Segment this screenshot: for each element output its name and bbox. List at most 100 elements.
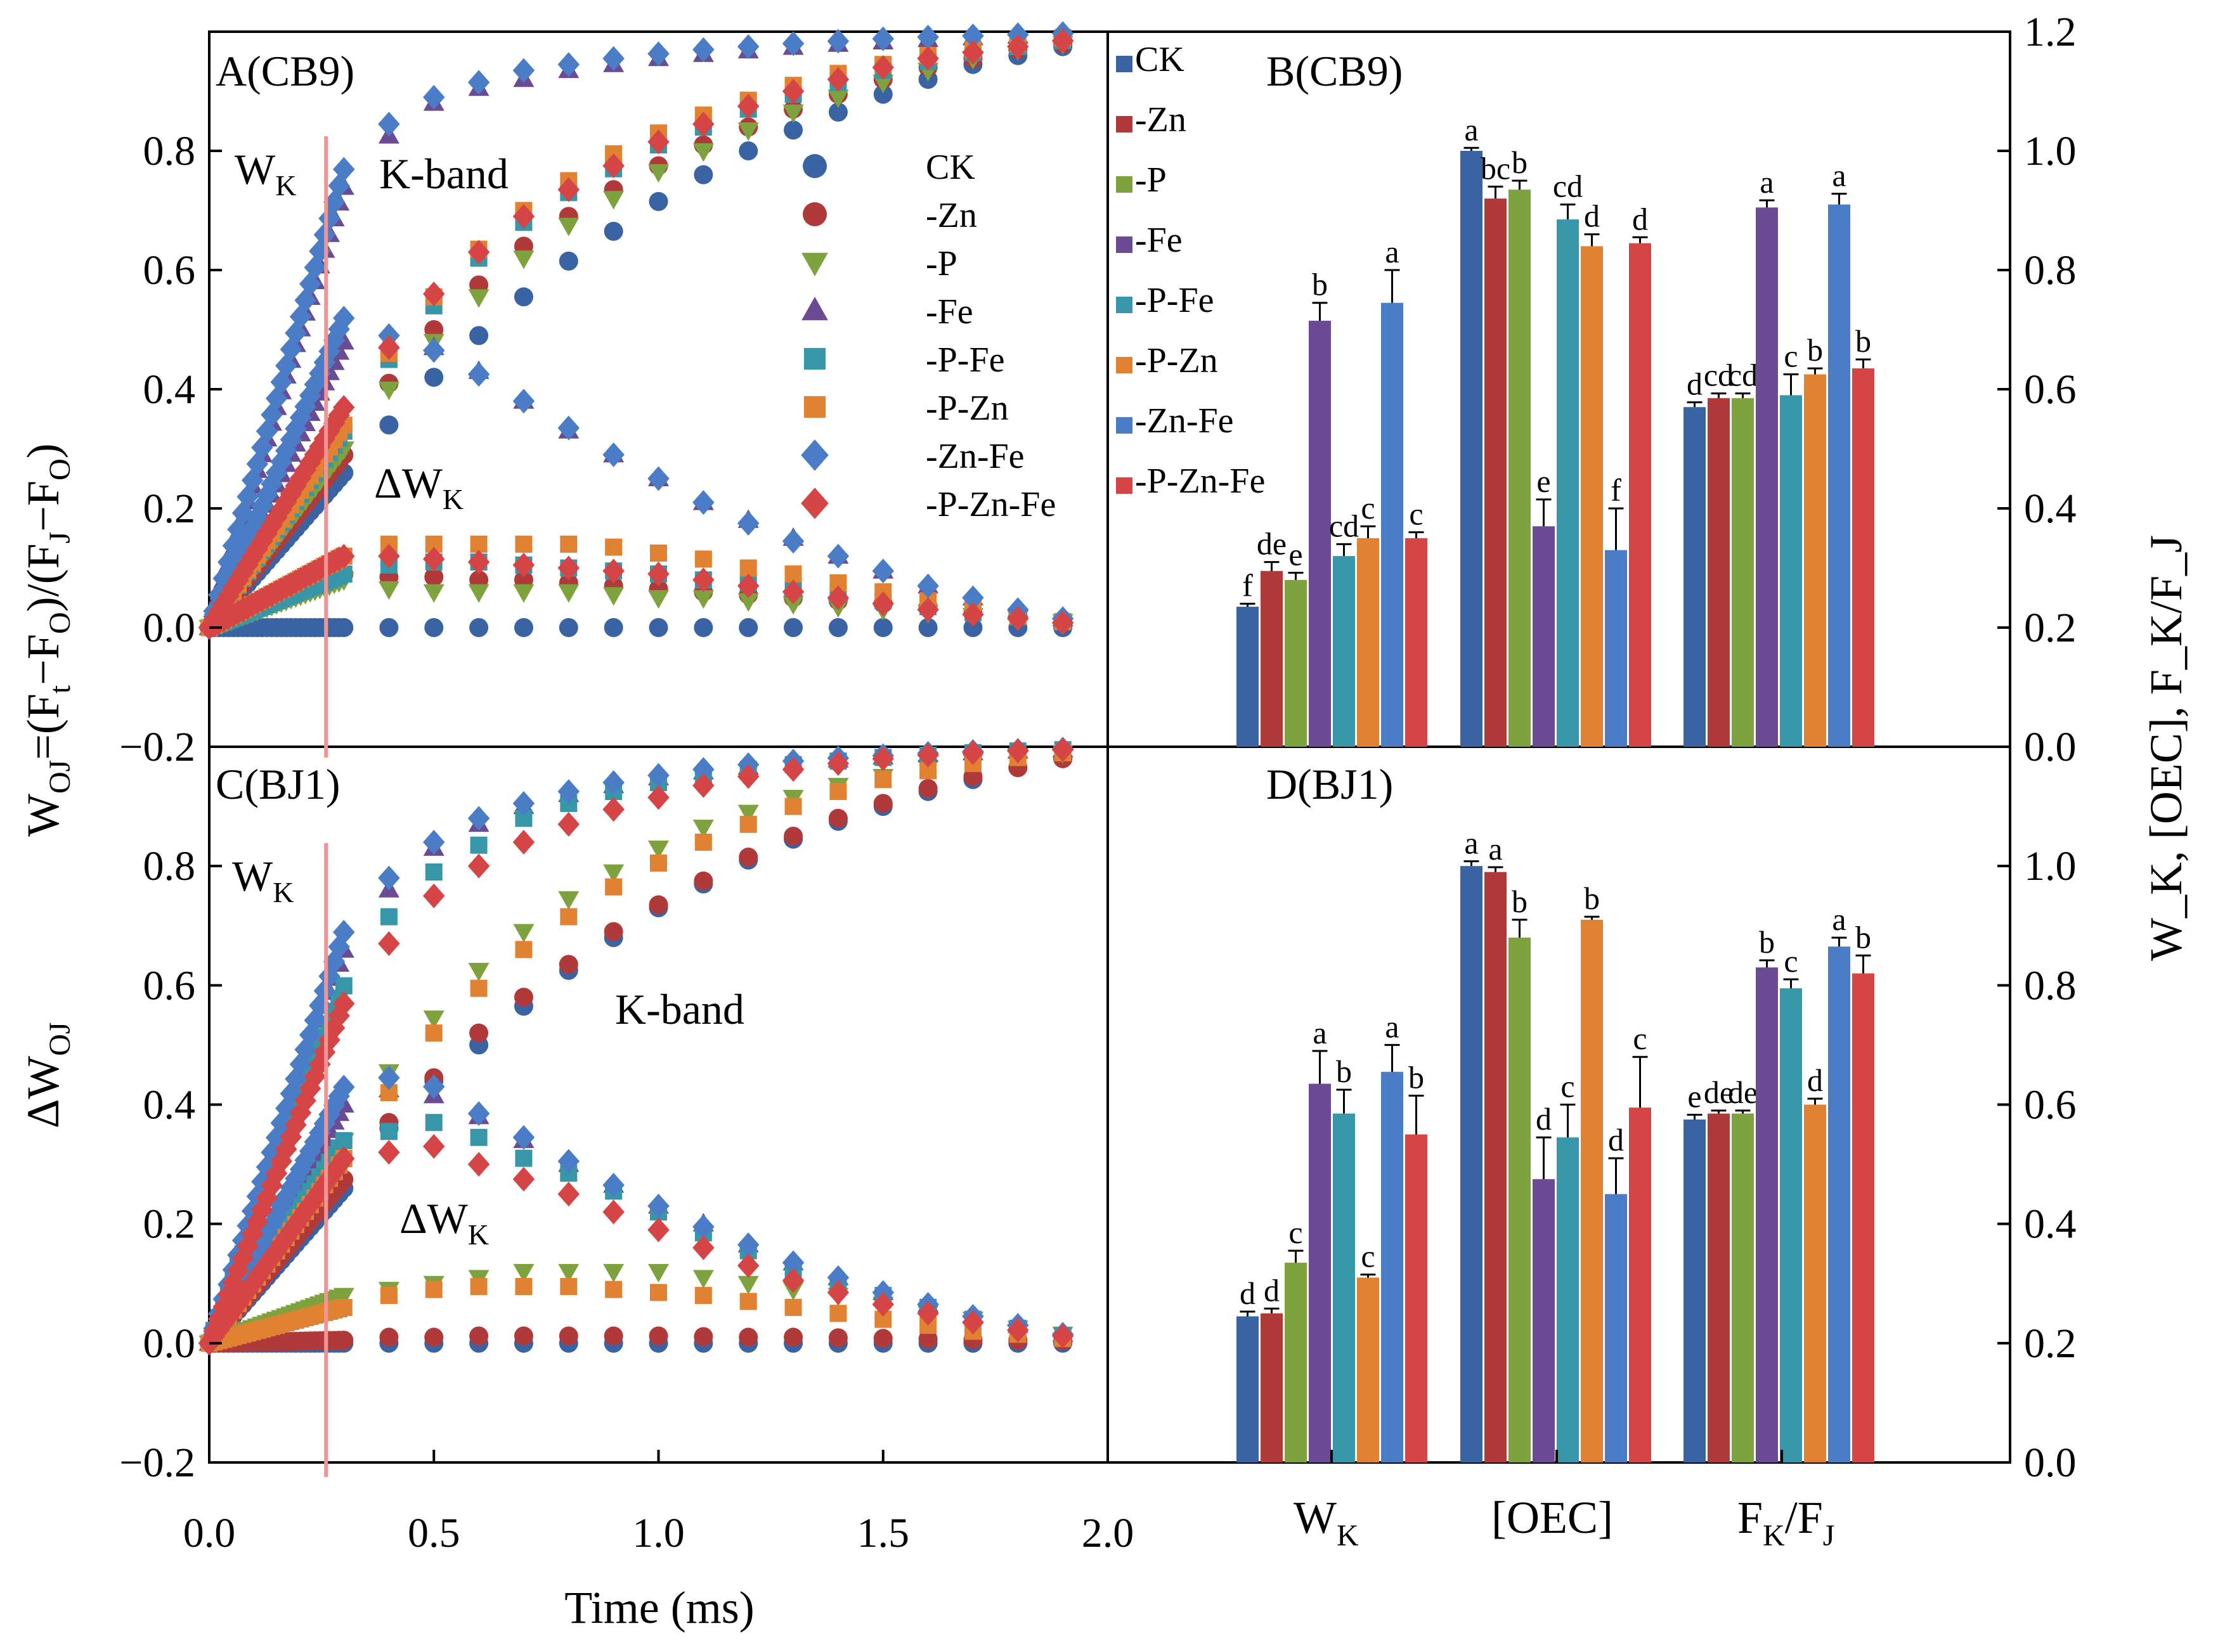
legend-b-label-1: -Zn xyxy=(1135,100,1186,139)
data-point-ck-w xyxy=(559,251,578,271)
group-label-wk: WK xyxy=(1294,1492,1359,1552)
legend-b-swatch-3 xyxy=(1116,236,1132,253)
data-point-zn-w xyxy=(784,827,803,846)
data-point-ck-dw xyxy=(424,618,444,637)
data-point-znfe-w xyxy=(602,770,625,795)
data-point-pznfe-w xyxy=(917,742,939,768)
data-point-pfe-w xyxy=(470,836,488,854)
svg-text:W_K, [OEC], F_K/F_J: W_K, [OEC], F_K/F_J xyxy=(2141,535,2191,961)
data-point-pznfe-dw xyxy=(423,1133,445,1159)
legend-b-swatch-1 xyxy=(1116,116,1132,132)
data-point-pznfe-w xyxy=(962,740,984,765)
data-point-zn-dw xyxy=(424,1327,444,1347)
bar-znfe-2 xyxy=(1828,204,1850,747)
data-point-pznfe-dw xyxy=(782,579,805,605)
legend-a-label-0: CK xyxy=(926,148,975,187)
data-point-znfe-dw xyxy=(557,415,580,441)
bar-fe-0 xyxy=(1309,1083,1331,1462)
significance-letter: bc xyxy=(1481,150,1510,186)
data-point-ck-w xyxy=(784,120,803,140)
data-point-pznfe-dw xyxy=(512,1166,535,1192)
bar-pfe-2 xyxy=(1780,988,1802,1462)
y-tick-label: 0.6 xyxy=(143,962,196,1009)
data-point-znfe-w xyxy=(782,31,805,56)
data-point-p-w xyxy=(423,1010,444,1029)
right-tick-label: 0.0 xyxy=(2024,724,2077,770)
data-point-pznfe-dw xyxy=(467,1152,490,1177)
group-label-fkfj: FK/FJ xyxy=(1737,1492,1834,1552)
legend-b-swatch-6 xyxy=(1116,417,1132,434)
legend-b-swatch-2 xyxy=(1116,176,1132,193)
data-point-pznfe-w xyxy=(1007,739,1029,764)
data-point-ck-dw xyxy=(379,618,399,637)
significance-letter: de xyxy=(1257,526,1287,562)
bar-ck-2 xyxy=(1683,1120,1706,1462)
significance-letter: e xyxy=(1536,463,1550,499)
data-point-pzn-w xyxy=(739,815,757,833)
data-point-pzn-w xyxy=(425,1024,443,1042)
data-point-pznfe-w xyxy=(333,395,355,420)
data-point-pznfe-w xyxy=(557,177,580,202)
data-point-p-dw xyxy=(513,584,535,603)
data-point-pznfe-dw xyxy=(647,561,670,586)
data-point-pznfe-w xyxy=(917,46,939,71)
legend-a-label-4: -P-Fe xyxy=(926,340,1004,380)
panel-a-plot xyxy=(198,21,1074,640)
data-point-p-dw xyxy=(782,596,804,615)
significance-letter: b xyxy=(1855,323,1871,359)
data-point-pzn-dw xyxy=(380,1287,398,1305)
bar-pfe-0 xyxy=(1333,556,1355,747)
data-point-znfe-w xyxy=(423,84,445,110)
data-point-p-w xyxy=(737,122,759,141)
data-point-znfe-dw xyxy=(423,1074,445,1099)
data-point-pzn-w xyxy=(650,854,667,872)
right-y-ticks: 0.0 0.2 0.4 0.6 0.8 1.0 1.2 0.0 0.2 0.4 0.6 0.8 1.0 xyxy=(1997,9,2077,1486)
data-point-pzn-dw xyxy=(650,545,667,562)
bar-pznfe-2 xyxy=(1852,368,1874,747)
data-point-pzn-w xyxy=(605,878,623,896)
data-point-pznfe-w xyxy=(333,991,355,1016)
significance-letter: cd xyxy=(1329,508,1359,543)
bar-znfe-1 xyxy=(1605,1194,1627,1462)
data-point-znfe-dw xyxy=(467,362,490,387)
data-point-znfe-dw xyxy=(309,1120,331,1145)
data-point-p-dw xyxy=(692,1270,714,1289)
y-tick-label: 0.4 xyxy=(143,1082,196,1128)
right-y-axis-title: W_K, [OEC], F_K/F_J xyxy=(2141,535,2191,961)
significance-letter: a xyxy=(1385,234,1399,269)
data-point-pznfe-w xyxy=(647,129,670,155)
data-point-pznfe-w xyxy=(378,931,400,956)
bar-pfe-0 xyxy=(1333,1113,1355,1462)
data-point-ck-w xyxy=(469,326,489,345)
data-point-p-w xyxy=(692,143,714,162)
data-point-znfe-dw xyxy=(692,1214,715,1239)
data-point-pzn-dw xyxy=(784,1298,802,1316)
data-point-znfe-w xyxy=(285,320,307,345)
legend-b-label-6: -Zn-Fe xyxy=(1135,401,1234,441)
bar-pznfe-1 xyxy=(1629,243,1651,747)
data-point-p-dw xyxy=(737,593,759,612)
data-point-pznfe-w xyxy=(827,67,850,92)
data-point-zn-dw xyxy=(873,1329,893,1348)
svg-text:ΔWOJ: ΔWOJ xyxy=(18,1022,77,1128)
data-point-p-dw xyxy=(692,590,714,609)
legend-a-marker-4 xyxy=(803,347,826,370)
bar-znfe-1 xyxy=(1605,550,1627,747)
data-point-pzn-dw xyxy=(739,1293,757,1310)
data-point-pznfe-w xyxy=(557,811,580,837)
legend-a-marker-7 xyxy=(801,487,829,519)
bar-ck-2 xyxy=(1683,407,1706,747)
y-tick-label: 0.0 xyxy=(143,605,196,651)
data-point-pzn-dw xyxy=(335,1298,353,1316)
significance-letter: a xyxy=(1760,164,1774,200)
data-point-znfe-w xyxy=(647,763,670,788)
legend-b-swatch-5 xyxy=(1116,357,1132,373)
data-point-znfe-dw xyxy=(423,338,445,363)
legend-a-label-1: -Zn xyxy=(926,196,977,235)
significance-letter: d xyxy=(1807,1062,1823,1098)
data-point-pznfe-dw xyxy=(557,555,580,581)
bar-pznfe-0 xyxy=(1405,538,1427,747)
data-point-pfe-dw xyxy=(470,1128,488,1146)
data-point-zn-dw xyxy=(559,1326,578,1346)
bar-znfe-2 xyxy=(1828,946,1850,1462)
